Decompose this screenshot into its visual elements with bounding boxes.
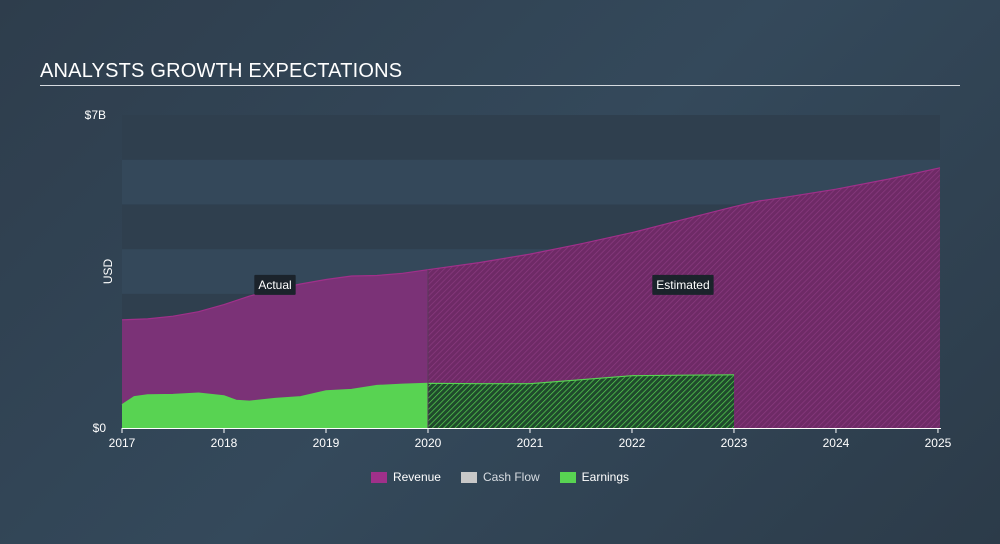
y-axis-label: USD xyxy=(101,259,115,285)
x-tick-label: 2025 xyxy=(925,436,952,450)
x-tick-label: 2024 xyxy=(823,436,850,450)
earnings-line xyxy=(121,374,735,406)
estimated-badge: Estimated xyxy=(652,274,714,295)
legend-label-revenue: Revenue xyxy=(392,470,441,484)
actual-badge-text: Actual xyxy=(258,278,291,292)
legend-label-earnings: Earnings xyxy=(581,470,630,484)
title-divider xyxy=(40,85,960,86)
legend-item-cash-flow[interactable]: Cash Flow xyxy=(460,470,540,484)
x-tick-label: 2019 xyxy=(313,436,340,450)
earnings-actual-area xyxy=(122,383,428,428)
revenue-actual-area xyxy=(122,269,428,428)
legend-swatch-cash-flow xyxy=(460,471,477,483)
x-tick-label: 2022 xyxy=(619,436,646,450)
grid-band xyxy=(122,115,940,160)
y-tick-label: $0 xyxy=(93,421,107,435)
legend-item-revenue[interactable]: Revenue xyxy=(370,470,441,484)
x-tick-label: 2023 xyxy=(721,436,748,450)
revenue-estimated-area xyxy=(428,167,940,429)
legend-item-earnings[interactable]: Earnings xyxy=(559,470,630,484)
chart-legend: Revenue Cash Flow Earnings xyxy=(0,470,1000,484)
y-tick-label: $7B xyxy=(85,108,106,122)
x-tick-label: 2020 xyxy=(415,436,442,450)
actual-badge-bg xyxy=(254,274,296,295)
revenue-line xyxy=(121,167,941,321)
legend-label-cash-flow: Cash Flow xyxy=(482,470,540,484)
legend-swatch-revenue xyxy=(370,471,387,483)
chart-title: ANALYSTS GROWTH EXPECTATIONS xyxy=(40,60,403,82)
actual-badge: Actual xyxy=(254,274,296,295)
x-tick-label: 2018 xyxy=(211,436,238,450)
legend-swatch-earnings xyxy=(559,471,576,483)
x-tick-label: 2017 xyxy=(109,436,136,450)
x-tick-label: 2021 xyxy=(517,436,544,450)
earnings-estimated-area xyxy=(428,374,734,428)
estimated-badge-bg xyxy=(652,274,714,295)
estimated-badge-text: Estimated xyxy=(656,278,709,292)
